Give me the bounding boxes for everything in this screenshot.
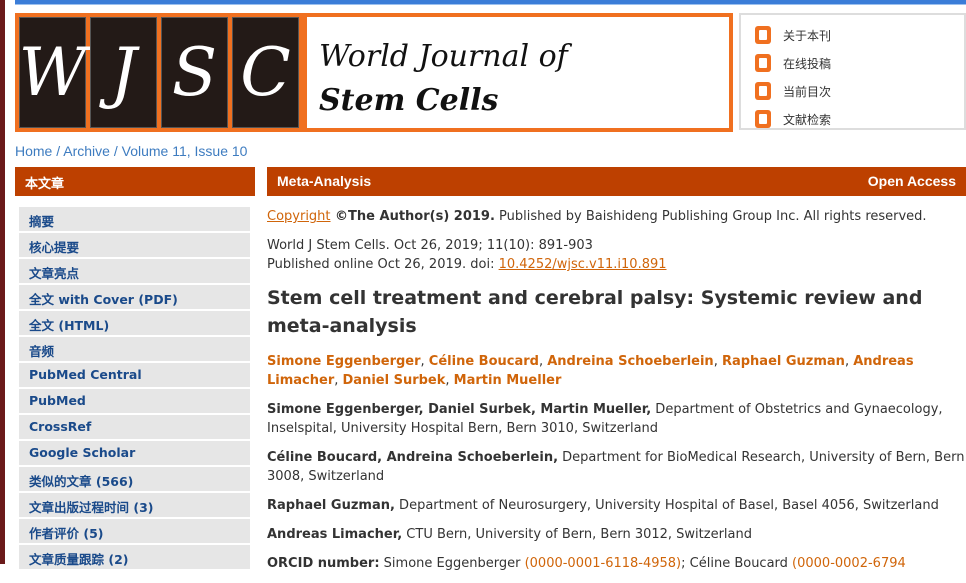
journal-name-line2: Stem Cells	[319, 83, 499, 118]
sidebar-item[interactable]: 作者评价 (5)	[19, 519, 250, 543]
affiliation: Simone Eggenberger, Daniel Surbek, Marti…	[267, 400, 966, 438]
copyright-owner: ©The Author(s) 2019.	[330, 209, 495, 224]
sidebar-item[interactable]: 核心提要	[19, 233, 250, 257]
document-search-icon	[755, 110, 771, 128]
affiliation-names: Céline Boucard, Andreina Schoeberlein,	[267, 450, 559, 465]
journal-name-line1: World Journal of	[319, 39, 568, 74]
breadcrumb-archive[interactable]: Archive	[63, 143, 110, 159]
affiliations: Simone Eggenberger, Daniel Surbek, Marti…	[267, 400, 966, 544]
logo-letter: W	[19, 17, 86, 128]
logo-letter: S	[161, 17, 228, 128]
sidebar-item[interactable]: 音频	[19, 337, 250, 361]
affiliation-text: Department of Neurosurgery, University H…	[394, 498, 939, 513]
separator: ,	[420, 354, 429, 369]
published-date: Published online Oct 26, 2019. doi:	[267, 257, 499, 272]
quick-link-about[interactable]: 关于本刊	[755, 21, 964, 49]
logo-letter: J	[90, 17, 157, 128]
affiliation-text: CTU Bern, University of Bern, Bern 3012,…	[402, 527, 752, 542]
sidebar-item[interactable]: Google Scholar	[19, 441, 250, 465]
affiliation: Andreas Limacher, CTU Bern, University o…	[267, 525, 966, 544]
affiliation: Céline Boucard, Andreina Schoeberlein, D…	[267, 448, 966, 486]
author-list: Simone Eggenberger, Céline Boucard, Andr…	[267, 352, 966, 390]
submit-icon	[755, 54, 771, 72]
breadcrumb-issue[interactable]: Volume 11, Issue 10	[121, 143, 248, 159]
author-link[interactable]: Simone Eggenberger	[267, 354, 421, 369]
sidebar-item[interactable]: 文章亮点	[19, 259, 250, 283]
quick-link-search[interactable]: 文献检索	[755, 105, 964, 133]
quick-link-current-issue[interactable]: 当前目次	[755, 77, 964, 105]
breadcrumb: Home / Archive / Volume 11, Issue 10	[15, 143, 247, 159]
affiliation-names: Simone Eggenberger, Daniel Surbek, Marti…	[267, 402, 652, 417]
copyright-text: Published by Baishideng Publishing Group…	[494, 209, 927, 224]
article-content: Copyright ©The Author(s) 2019. Published…	[267, 207, 966, 583]
quick-link-submit[interactable]: 在线投稿	[755, 49, 964, 77]
sidebar-item[interactable]: PubMed	[19, 389, 250, 413]
article-type: Meta-Analysis	[277, 173, 372, 189]
sidebar-item[interactable]: 类似的文章 (566)	[19, 467, 250, 491]
breadcrumb-separator: /	[109, 143, 122, 159]
quick-link-label: 当前目次	[783, 84, 832, 99]
separator: ,	[844, 354, 854, 369]
author-link[interactable]: Céline Boucard	[428, 354, 539, 369]
sidebar-item[interactable]: CrossRef	[19, 415, 250, 439]
book-icon	[755, 26, 771, 44]
page-edge	[0, 0, 5, 564]
copyright-link[interactable]: Copyright	[267, 209, 331, 224]
clipboard-check-icon	[755, 82, 771, 100]
doi-link[interactable]: 10.4252/wjsc.v11.i10.891	[498, 257, 667, 272]
breadcrumb-home[interactable]: Home	[15, 143, 53, 159]
journal-name: World Journal of Stem Cells	[307, 17, 729, 128]
sidebar-item[interactable]: 文章出版过程时间 (3)	[19, 493, 250, 517]
author-link[interactable]: Raphael Guzman	[721, 354, 845, 369]
sidebar-item[interactable]: PubMed Central	[19, 363, 250, 387]
open-access-label: Open Access	[867, 173, 956, 189]
author-link[interactable]: Martin Mueller	[453, 373, 562, 388]
affiliation: Raphael Guzman, Department of Neurosurge…	[267, 496, 966, 515]
article-header: Meta-Analysis Open Access	[267, 167, 966, 196]
separator: ,	[445, 373, 454, 388]
logo-letter: C	[232, 17, 299, 128]
breadcrumb-separator: /	[52, 143, 64, 159]
author-link[interactable]: Andreina Schoeberlein	[547, 354, 714, 369]
article-title: Stem cell treatment and cerebral palsy: …	[267, 287, 923, 337]
affiliation-text: Department for BioMedical Research, Univ…	[267, 450, 965, 484]
sidebar-item[interactable]: 摘要	[19, 207, 250, 231]
sidebar-item[interactable]: 全文 (HTML)	[19, 311, 250, 335]
top-bar	[15, 0, 966, 5]
sidebar-item[interactable]: 文章质量跟踪 (2)	[19, 545, 250, 569]
author-link[interactable]: Daniel Surbek	[342, 373, 446, 388]
quick-link-label: 在线投稿	[783, 56, 832, 71]
sidebar-title: 本文章	[15, 167, 255, 196]
sidebar-item[interactable]: 全文 with Cover (PDF)	[19, 285, 250, 309]
separator: ,	[713, 354, 722, 369]
affiliation-text: Department of Obstetrics and Gynaecology…	[267, 402, 943, 436]
separator: ,	[538, 354, 548, 369]
quick-link-label: 关于本刊	[783, 28, 832, 43]
sidebar-menu: 摘要 核心提要 文章亮点 全文 with Cover (PDF) 全文 (HTML) 音频…	[19, 207, 250, 571]
affiliation-names: Andreas Limacher,	[267, 527, 403, 542]
citation: World J Stem Cells. Oct 26, 2019; 11(10)…	[267, 238, 593, 253]
quick-link-label: 文献检索	[783, 112, 832, 127]
journal-logo[interactable]: W J S C World Journal of Stem Cells	[15, 13, 733, 132]
quick-links: 关于本刊 在线投稿 当前目次 文献检索	[739, 13, 966, 130]
separator: ,	[334, 373, 343, 388]
author-link[interactable]: Andreas Limacher	[267, 354, 914, 388]
affiliation-names: Raphael Guzman,	[267, 498, 395, 513]
